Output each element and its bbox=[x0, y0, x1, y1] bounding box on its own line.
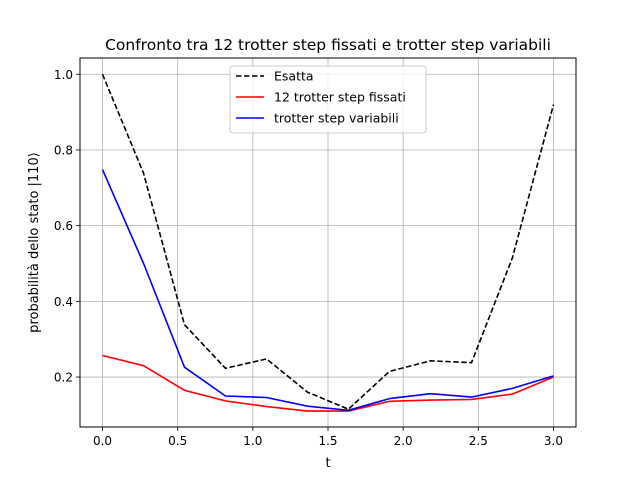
y-axis-label: probabilità dello stato |110⟩ bbox=[27, 152, 42, 333]
x-tick-label: 3.0 bbox=[544, 434, 563, 448]
x-tick-label: 1.0 bbox=[243, 434, 262, 448]
series-line-2 bbox=[102, 354, 554, 412]
x-tick-label: 2.5 bbox=[469, 434, 488, 448]
x-tick-label: 0.5 bbox=[168, 434, 187, 448]
chart-title: Confronto tra 12 trotter step fissati e … bbox=[105, 36, 551, 54]
series-layer bbox=[101, 73, 555, 412]
x-axis-label: t bbox=[325, 456, 330, 471]
y-tick-label: 0.4 bbox=[54, 295, 73, 309]
x-tick-label: 1.5 bbox=[318, 434, 337, 448]
legend-label-2: 12 trotter step fissati bbox=[274, 90, 406, 105]
y-tick-label: 1.0 bbox=[54, 68, 73, 82]
legend-box bbox=[229, 65, 427, 134]
y-tick-label: 0.8 bbox=[54, 143, 73, 157]
x-tick-label: 0.0 bbox=[93, 434, 112, 448]
series-line-3 bbox=[101, 169, 554, 412]
x-tick-label: 2.0 bbox=[394, 434, 413, 448]
legend-label-1: Esatta bbox=[274, 69, 314, 84]
legend: Esatta 12 trotter step fissati trotter ste… bbox=[229, 65, 427, 134]
axis-ticks: 0.0 0.5 1.0 1.5 2.0 2.5 3.0 0.2 0.4 0.6 0.8 1.0 bbox=[54, 68, 563, 448]
series-line-1 bbox=[101, 73, 555, 411]
y-tick-label: 0.6 bbox=[54, 219, 73, 233]
legend-label-3: trotter step variabili bbox=[274, 111, 399, 126]
y-tick-label: 0.2 bbox=[54, 371, 73, 385]
